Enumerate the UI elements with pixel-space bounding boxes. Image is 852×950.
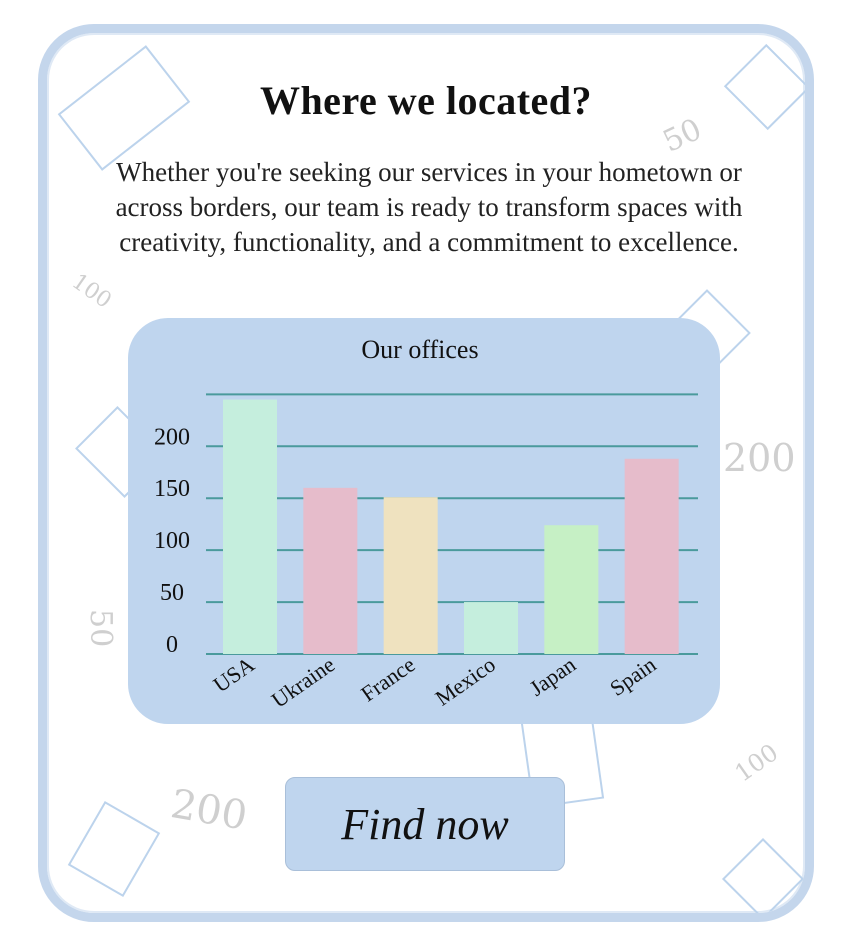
bar-usa [223, 399, 277, 654]
decor-rectangle [723, 43, 805, 131]
decor-rectangle [57, 45, 191, 171]
decor-rectangle [721, 837, 805, 913]
x-tick-label: USA [208, 652, 258, 698]
decor-rectangle [67, 800, 161, 898]
intro-paragraph: Whether you're seeking our services in y… [115, 157, 743, 257]
x-tick-label: Spain [605, 652, 660, 701]
x-tick-label: France [356, 652, 419, 707]
decor-number: 100 [730, 738, 784, 787]
x-tick-label: Mexico [430, 652, 499, 711]
offices-card: 50 100 200 50 200 100 Where we located? … [38, 24, 814, 922]
bar-ukraine [303, 487, 358, 654]
bar-japan [544, 525, 599, 654]
x-tick-label: Ukraine [267, 652, 339, 713]
find-now-button[interactable]: Find now [285, 777, 565, 871]
decor-number: 100 [67, 269, 116, 314]
chart-title: Our offices [361, 335, 478, 364]
offices-bar-chart: Our offices 0 50 100 150 200 USA Ukraine Franc… [154, 335, 698, 713]
decor-number: 50 [83, 609, 118, 647]
y-tick-label: 0 [166, 632, 178, 658]
y-tick-label: 200 [154, 424, 190, 450]
bar-france [383, 497, 438, 654]
offices-chart-panel: Our offices 0 50 100 150 200 USA Ukraine Franc… [128, 318, 720, 724]
y-tick-label: 50 [160, 580, 184, 606]
decor-number: 200 [167, 781, 250, 840]
bar-mexico [464, 602, 518, 654]
y-tick-label: 150 [154, 476, 190, 502]
bar-spain [624, 458, 679, 654]
decor-number: 200 [723, 436, 796, 480]
x-tick-label: Japan [525, 652, 580, 701]
y-tick-label: 100 [154, 528, 190, 554]
page-title: Where we located? [259, 78, 593, 123]
background-decoration: 50 100 200 50 200 100 [57, 43, 805, 913]
